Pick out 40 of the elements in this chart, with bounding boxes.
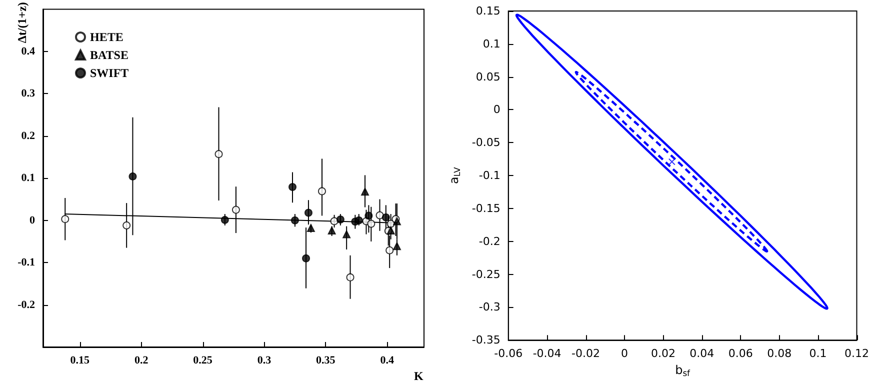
y-tick-label: -0.2 xyxy=(478,234,500,248)
y-tick-label: -0.1 xyxy=(18,256,35,269)
legend-label: HETE xyxy=(90,30,124,44)
y-tick-label: -0.15 xyxy=(472,202,500,215)
x-tick-label: 0.12 xyxy=(844,347,870,360)
x-tick-label: 0.08 xyxy=(767,347,792,360)
y-tick-label: 0.05 xyxy=(476,70,500,84)
y-tick-label: 0 xyxy=(493,103,500,116)
x-tick-label: -0.04 xyxy=(532,347,562,360)
y-tick-label: 0 xyxy=(30,214,36,226)
x-tick-label: 0.35 xyxy=(316,354,336,366)
y-tick-label: -0.05 xyxy=(472,136,500,150)
x-tick-label: 0.15 xyxy=(70,354,90,366)
y-axis-title: aLV xyxy=(447,166,462,184)
y-tick-label: -0.25 xyxy=(472,268,500,281)
x-tick-label: 0.4 xyxy=(380,354,395,366)
y-tick-label: 0.15 xyxy=(476,4,500,18)
y-tick-label: 0.3 xyxy=(21,88,36,100)
y-axis-title: Δt/(1+z) xyxy=(15,2,29,44)
x-tick-label: 0.02 xyxy=(650,347,676,360)
x-tick-label: 0.1 xyxy=(809,347,827,360)
legend-label: BATSE xyxy=(90,48,128,62)
y-tick-label: -0.3 xyxy=(478,300,500,314)
y-tick-label: -0.35 xyxy=(472,334,500,347)
x-tick-label: -0.02 xyxy=(572,347,600,360)
y-tick-label: 0.4 xyxy=(21,46,36,58)
y-tick-label: 0.1 xyxy=(482,37,500,50)
x-axis-title: K xyxy=(414,369,424,382)
y-tick-label: -0.2 xyxy=(18,298,36,311)
legend-label: SWIFT xyxy=(90,66,129,80)
y-tick-label: -0.1 xyxy=(478,169,500,182)
x-tick-label: 0.06 xyxy=(728,347,753,360)
y-tick-label: 0.1 xyxy=(21,172,35,184)
x-tick-label: 0 xyxy=(620,347,628,360)
x-tick-label: -0.06 xyxy=(494,347,523,360)
x-tick-label: 0.25 xyxy=(193,354,213,366)
x-tick-label: 0.04 xyxy=(690,347,714,360)
x-tick-label: 0.3 xyxy=(257,354,272,366)
y-tick-label: 0.2 xyxy=(21,130,36,142)
x-tick-label: 0.2 xyxy=(134,354,149,366)
